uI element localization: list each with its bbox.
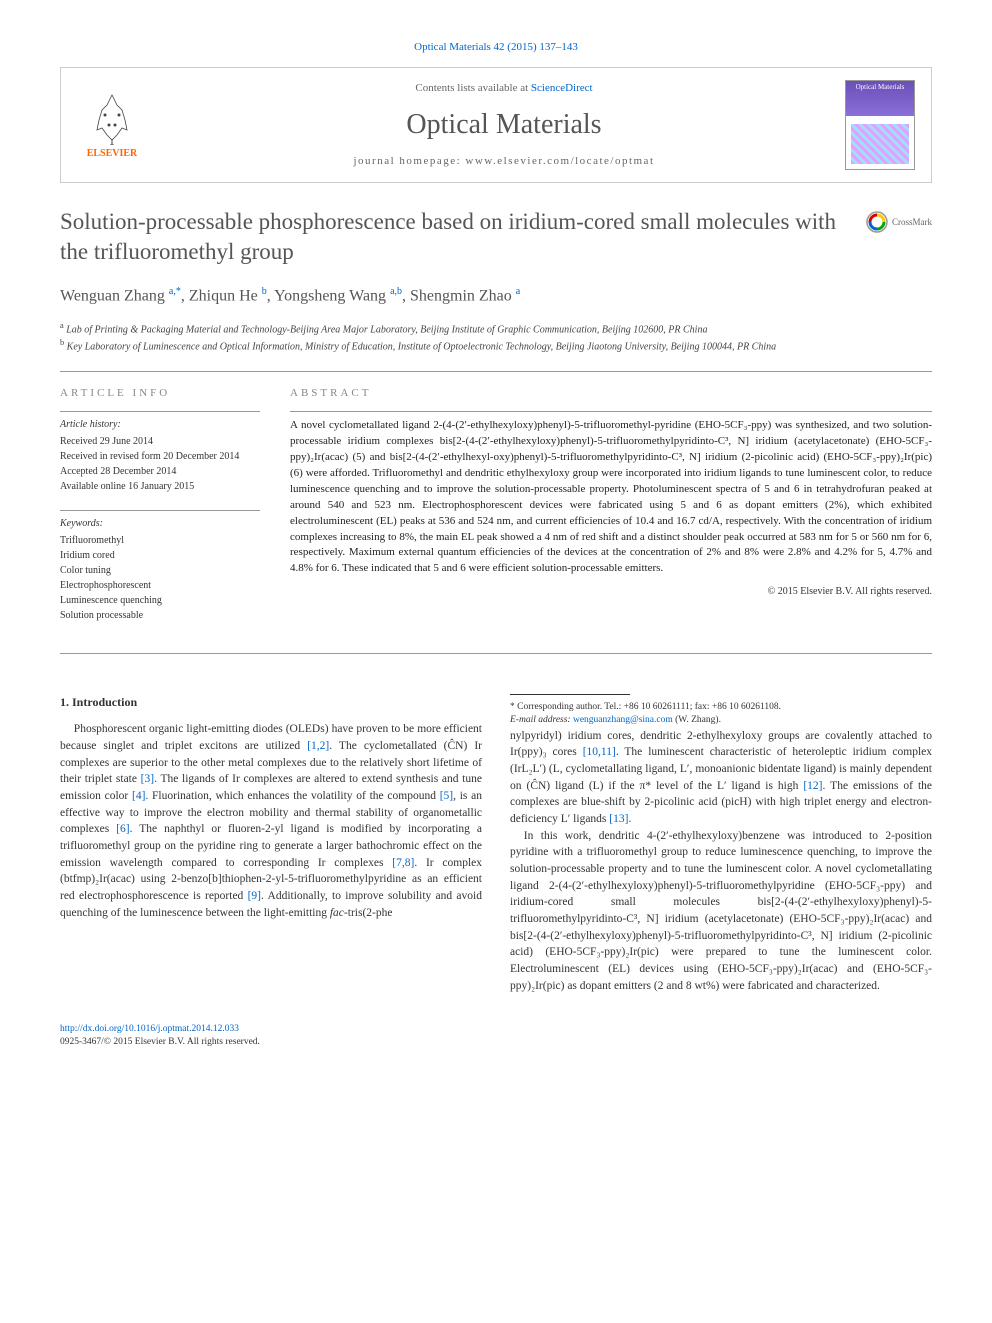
publisher-name: ELSEVIER [87, 147, 138, 161]
history-revised: Received in revised form 20 December 201… [60, 449, 260, 464]
keyword: Electrophosphorescent [60, 578, 260, 593]
doi-link[interactable]: http://dx.doi.org/10.1016/j.optmat.2014.… [60, 1024, 239, 1034]
body-columns: 1. Introduction Phosphorescent organic l… [60, 694, 932, 1003]
affiliation-b-text: Key Laboratory of Luminescence and Optic… [67, 342, 776, 353]
keyword: Solution processable [60, 608, 260, 623]
body-paragraph: nylpyridyl) iridium cores, dendritic 2-e… [510, 728, 932, 828]
issn-copyright-line: 0925-3467/© 2015 Elsevier B.V. All right… [60, 1036, 932, 1049]
history-received: Received 29 June 2014 [60, 434, 260, 449]
crossmark-label: CrossMark [892, 216, 932, 229]
keyword: Color tuning [60, 563, 260, 578]
email-suffix: (W. Zhang). [673, 715, 721, 725]
divider [60, 371, 932, 372]
divider [60, 411, 260, 412]
article-title: Solution-processable phosphorescence bas… [60, 207, 932, 267]
abstract-column: ABSTRACT A novel cyclometallated ligand … [290, 386, 932, 623]
body-paragraph: Phosphorescent organic light-emitting di… [60, 721, 482, 921]
affiliation-a-text: Lab of Printing & Packaging Material and… [66, 324, 707, 335]
section-heading-introduction: 1. Introduction [60, 694, 482, 711]
homepage-line: journal homepage: www.elsevier.com/locat… [163, 154, 845, 169]
keyword: Iridium cored [60, 548, 260, 563]
footnote-divider [510, 694, 630, 695]
corresponding-line: * Corresponding author. Tel.: +86 10 602… [510, 701, 932, 714]
contents-prefix: Contents lists available at [415, 82, 530, 94]
journal-cover-thumbnail: Optical Materials [845, 80, 915, 170]
affiliation-b: b Key Laboratory of Luminescence and Opt… [60, 337, 932, 354]
abstract-text: A novel cyclometallated ligand 2-(4-(2′-… [290, 418, 932, 577]
article-info-sidebar: ARTICLE INFO Article history: Received 2… [60, 386, 260, 623]
footer-block: http://dx.doi.org/10.1016/j.optmat.2014.… [60, 1023, 932, 1050]
history-online: Available online 16 January 2015 [60, 479, 260, 494]
homepage-url[interactable]: www.elsevier.com/locate/optmat [465, 155, 654, 167]
citation-line: Optical Materials 42 (2015) 137–143 [60, 40, 932, 55]
abstract-copyright: © 2015 Elsevier B.V. All rights reserved… [290, 585, 932, 599]
body-paragraph: In this work, dendritic 4-(2′-ethylhexyl… [510, 828, 932, 995]
history-label: Article history: [60, 418, 260, 432]
article-info-heading: ARTICLE INFO [60, 386, 260, 401]
keywords-label: Keywords: [60, 517, 260, 531]
divider [290, 411, 932, 412]
elsevier-tree-icon [87, 90, 137, 145]
publisher-logo: ELSEVIER [77, 85, 147, 165]
divider [60, 510, 260, 511]
header-box: ELSEVIER Contents lists available at Sci… [60, 67, 932, 183]
authors-line: Wenguan Zhang a,*, Zhiqun He b, Yongshen… [60, 285, 932, 308]
abstract-heading: ABSTRACT [290, 386, 932, 401]
affiliation-a: a Lab of Printing & Packaging Material a… [60, 320, 932, 337]
corresponding-author-footnote: * Corresponding author. Tel.: +86 10 602… [510, 701, 932, 728]
email-label: E-mail address: [510, 715, 573, 725]
keyword: Trifluoromethyl [60, 533, 260, 548]
divider [60, 653, 932, 654]
keyword: Luminescence quenching [60, 593, 260, 608]
corresponding-email-link[interactable]: wenguanzhang@sina.com [573, 715, 673, 725]
cover-title: Optical Materials [846, 81, 914, 95]
crossmark-icon [866, 211, 888, 233]
contents-available-line: Contents lists available at ScienceDirec… [163, 81, 845, 96]
journal-name: Optical Materials [163, 105, 845, 144]
crossmark-badge[interactable]: CrossMark [866, 211, 932, 233]
homepage-prefix: journal homepage: [354, 155, 466, 167]
sciencedirect-link[interactable]: ScienceDirect [531, 82, 593, 94]
affiliations-block: a Lab of Printing & Packaging Material a… [60, 320, 932, 355]
history-accepted: Accepted 28 December 2014 [60, 464, 260, 479]
